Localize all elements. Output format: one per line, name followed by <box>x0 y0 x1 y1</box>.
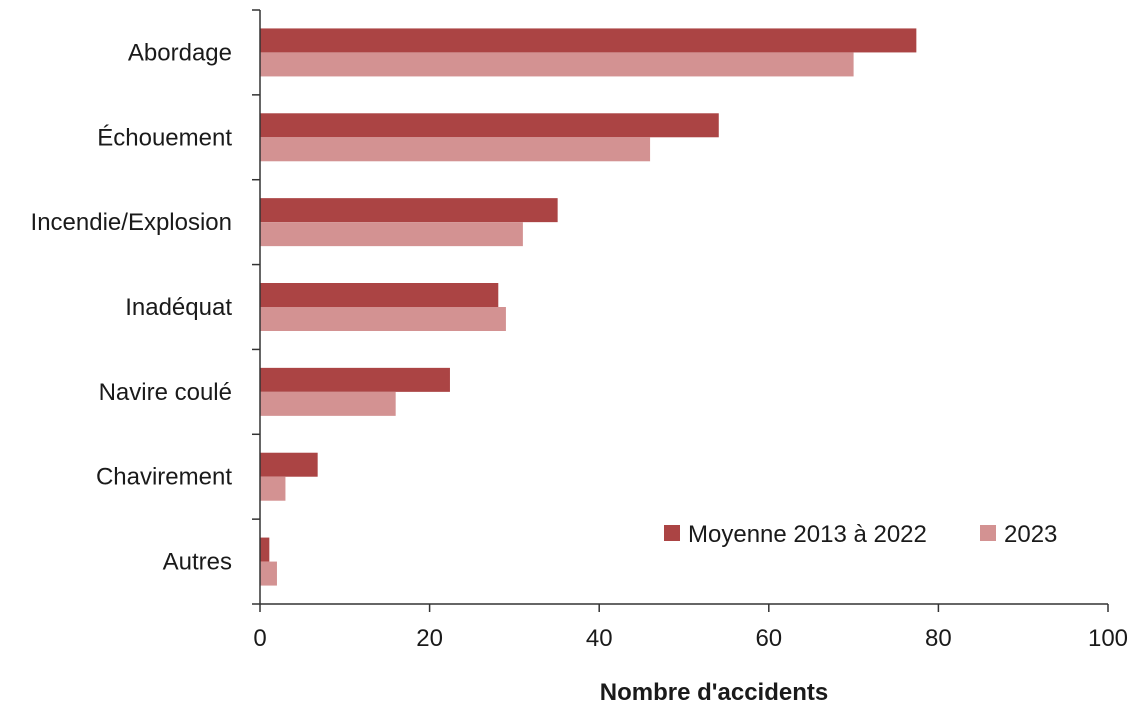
bar-average-3 <box>260 283 499 307</box>
bar-year-5 <box>260 476 286 501</box>
category-label: Navire coulé <box>99 379 232 406</box>
x-tick-label: 40 <box>586 625 613 652</box>
category-label: Échouement <box>97 124 232 151</box>
x-tick-label: 60 <box>755 625 782 652</box>
bar-year-3 <box>260 307 506 331</box>
bar-average-6 <box>260 537 270 562</box>
bar-year-1 <box>260 137 651 162</box>
bar-year-0 <box>260 52 854 77</box>
category-label: Inadéquat <box>125 294 232 321</box>
bar-year-4 <box>260 391 396 416</box>
category-label: Abordage <box>128 39 232 66</box>
legend-label-year: 2023 <box>1004 521 1057 548</box>
bar-average-0 <box>260 28 917 53</box>
bar-average-4 <box>260 367 450 392</box>
bar-year-2 <box>260 222 523 247</box>
x-tick-label: 0 <box>253 625 266 652</box>
category-label: Incendie/Explosion <box>31 209 232 236</box>
x-tick-labels: 0 20 40 60 80 100 <box>253 625 1128 652</box>
x-tick-label: 80 <box>925 625 952 652</box>
x-tick-label: 20 <box>416 625 443 652</box>
x-axis-title: Nombre d'accidents <box>600 679 828 706</box>
category-labels: Abordage Échouement Incendie/Explosion Inad… <box>31 39 233 575</box>
legend-swatch-average <box>664 525 680 541</box>
bars-layer <box>260 28 917 586</box>
category-label: Autres <box>163 549 232 576</box>
category-label: Chavirement <box>96 464 232 491</box>
legend-swatch-year <box>980 525 996 541</box>
bar-average-5 <box>260 452 318 477</box>
axes-layer <box>252 9 1109 612</box>
bar-average-1 <box>260 113 719 138</box>
bar-year-6 <box>260 561 277 586</box>
x-tick-label: 100 <box>1088 625 1128 652</box>
legend-label-average: Moyenne 2013 à 2022 <box>688 521 927 548</box>
legend: Moyenne 2013 à 2022 2023 <box>664 521 1057 548</box>
bar-average-2 <box>260 198 558 223</box>
